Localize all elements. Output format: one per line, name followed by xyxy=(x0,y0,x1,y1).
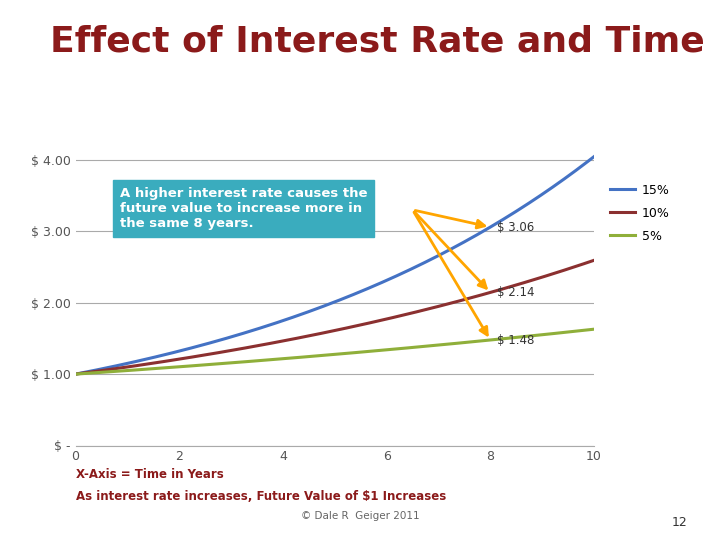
Text: $ 3.06: $ 3.06 xyxy=(497,220,534,234)
15% xyxy=(448,245,456,252)
15% xyxy=(397,270,406,276)
5% xyxy=(397,345,406,352)
5% xyxy=(448,340,456,347)
Text: $ 2.14: $ 2.14 xyxy=(497,286,534,299)
Text: A higher interest rate causes the
future value to increase more in
the same 8 ye: A higher interest rate causes the future… xyxy=(120,187,367,230)
5% xyxy=(240,359,249,365)
10% xyxy=(71,371,80,377)
5% xyxy=(71,371,80,377)
Text: 12: 12 xyxy=(672,516,688,530)
10% xyxy=(134,362,143,369)
Text: Effect of Interest Rate and Time: Effect of Interest Rate and Time xyxy=(50,24,705,58)
10% xyxy=(448,300,456,306)
15% xyxy=(446,246,454,253)
15% xyxy=(276,318,285,325)
5% xyxy=(446,341,454,347)
10% xyxy=(240,345,249,352)
15% xyxy=(71,371,80,377)
Line: 10%: 10% xyxy=(76,260,594,374)
10% xyxy=(590,257,598,264)
Text: As interest rate increases, Future Value of $1 Increases: As interest rate increases, Future Value… xyxy=(76,489,446,503)
Legend: 15%, 10%, 5%: 15%, 10%, 5% xyxy=(606,179,675,248)
15% xyxy=(134,358,143,365)
Text: X-Axis = Time in Years: X-Axis = Time in Years xyxy=(76,468,223,481)
Text: $ 1.48: $ 1.48 xyxy=(497,334,534,347)
5% xyxy=(276,356,285,362)
15% xyxy=(240,330,249,336)
Line: 5%: 5% xyxy=(76,329,594,374)
Text: © Dale R  Geiger 2011: © Dale R Geiger 2011 xyxy=(301,511,419,522)
Line: 15%: 15% xyxy=(76,157,594,374)
15% xyxy=(590,153,598,160)
10% xyxy=(397,312,406,319)
10% xyxy=(276,338,285,345)
5% xyxy=(134,367,143,373)
10% xyxy=(446,300,454,307)
5% xyxy=(590,326,598,333)
